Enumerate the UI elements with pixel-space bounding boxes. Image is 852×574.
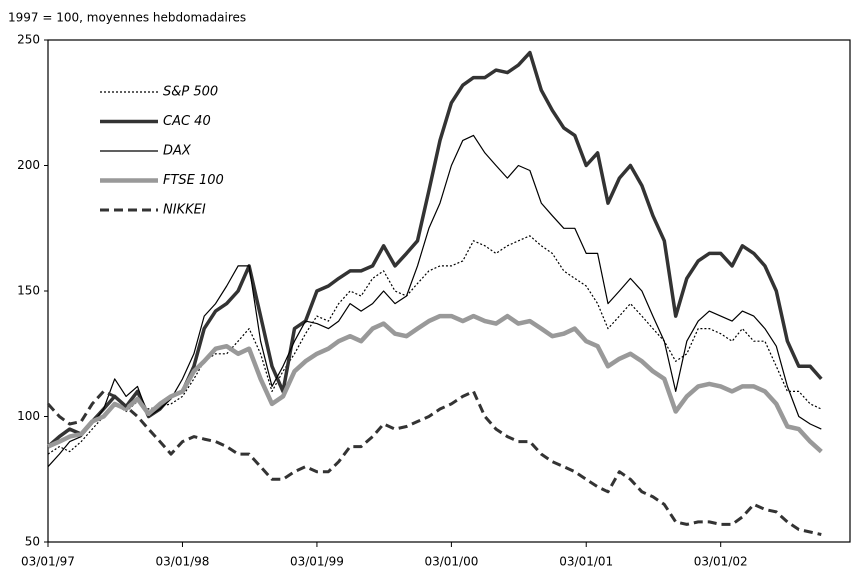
legend-label: FTSE 100 (163, 173, 224, 188)
series-line (46, 389, 822, 536)
legend-label: NIKKEI (163, 203, 206, 218)
y-tick-label: 250 (17, 33, 40, 47)
y-tick-label: 200 (17, 158, 40, 172)
y-tick-label: 150 (17, 284, 40, 298)
x-tick-label: 03/01/99 (290, 555, 344, 569)
x-tick-label: 03/01/01 (559, 555, 613, 569)
series-line (46, 50, 823, 448)
chart-subtitle: 1997 = 100, moyennes hebdomadaires (8, 11, 246, 25)
y-tick-label: 50 (25, 535, 40, 549)
x-tick-label: 03/01/02 (694, 555, 748, 569)
series-line (47, 235, 822, 455)
legend-label: CAC 40 (163, 114, 211, 129)
legend-label: S&P 500 (163, 85, 218, 100)
x-tick-label: 03/01/98 (156, 555, 210, 569)
y-tick-label: 100 (17, 409, 40, 423)
x-tick-label: 03/01/97 (21, 555, 75, 569)
legend-label: DAX (163, 144, 192, 159)
x-tick-label: 03/01/00 (424, 555, 478, 569)
series-line (47, 313, 823, 454)
series-line (47, 134, 822, 468)
